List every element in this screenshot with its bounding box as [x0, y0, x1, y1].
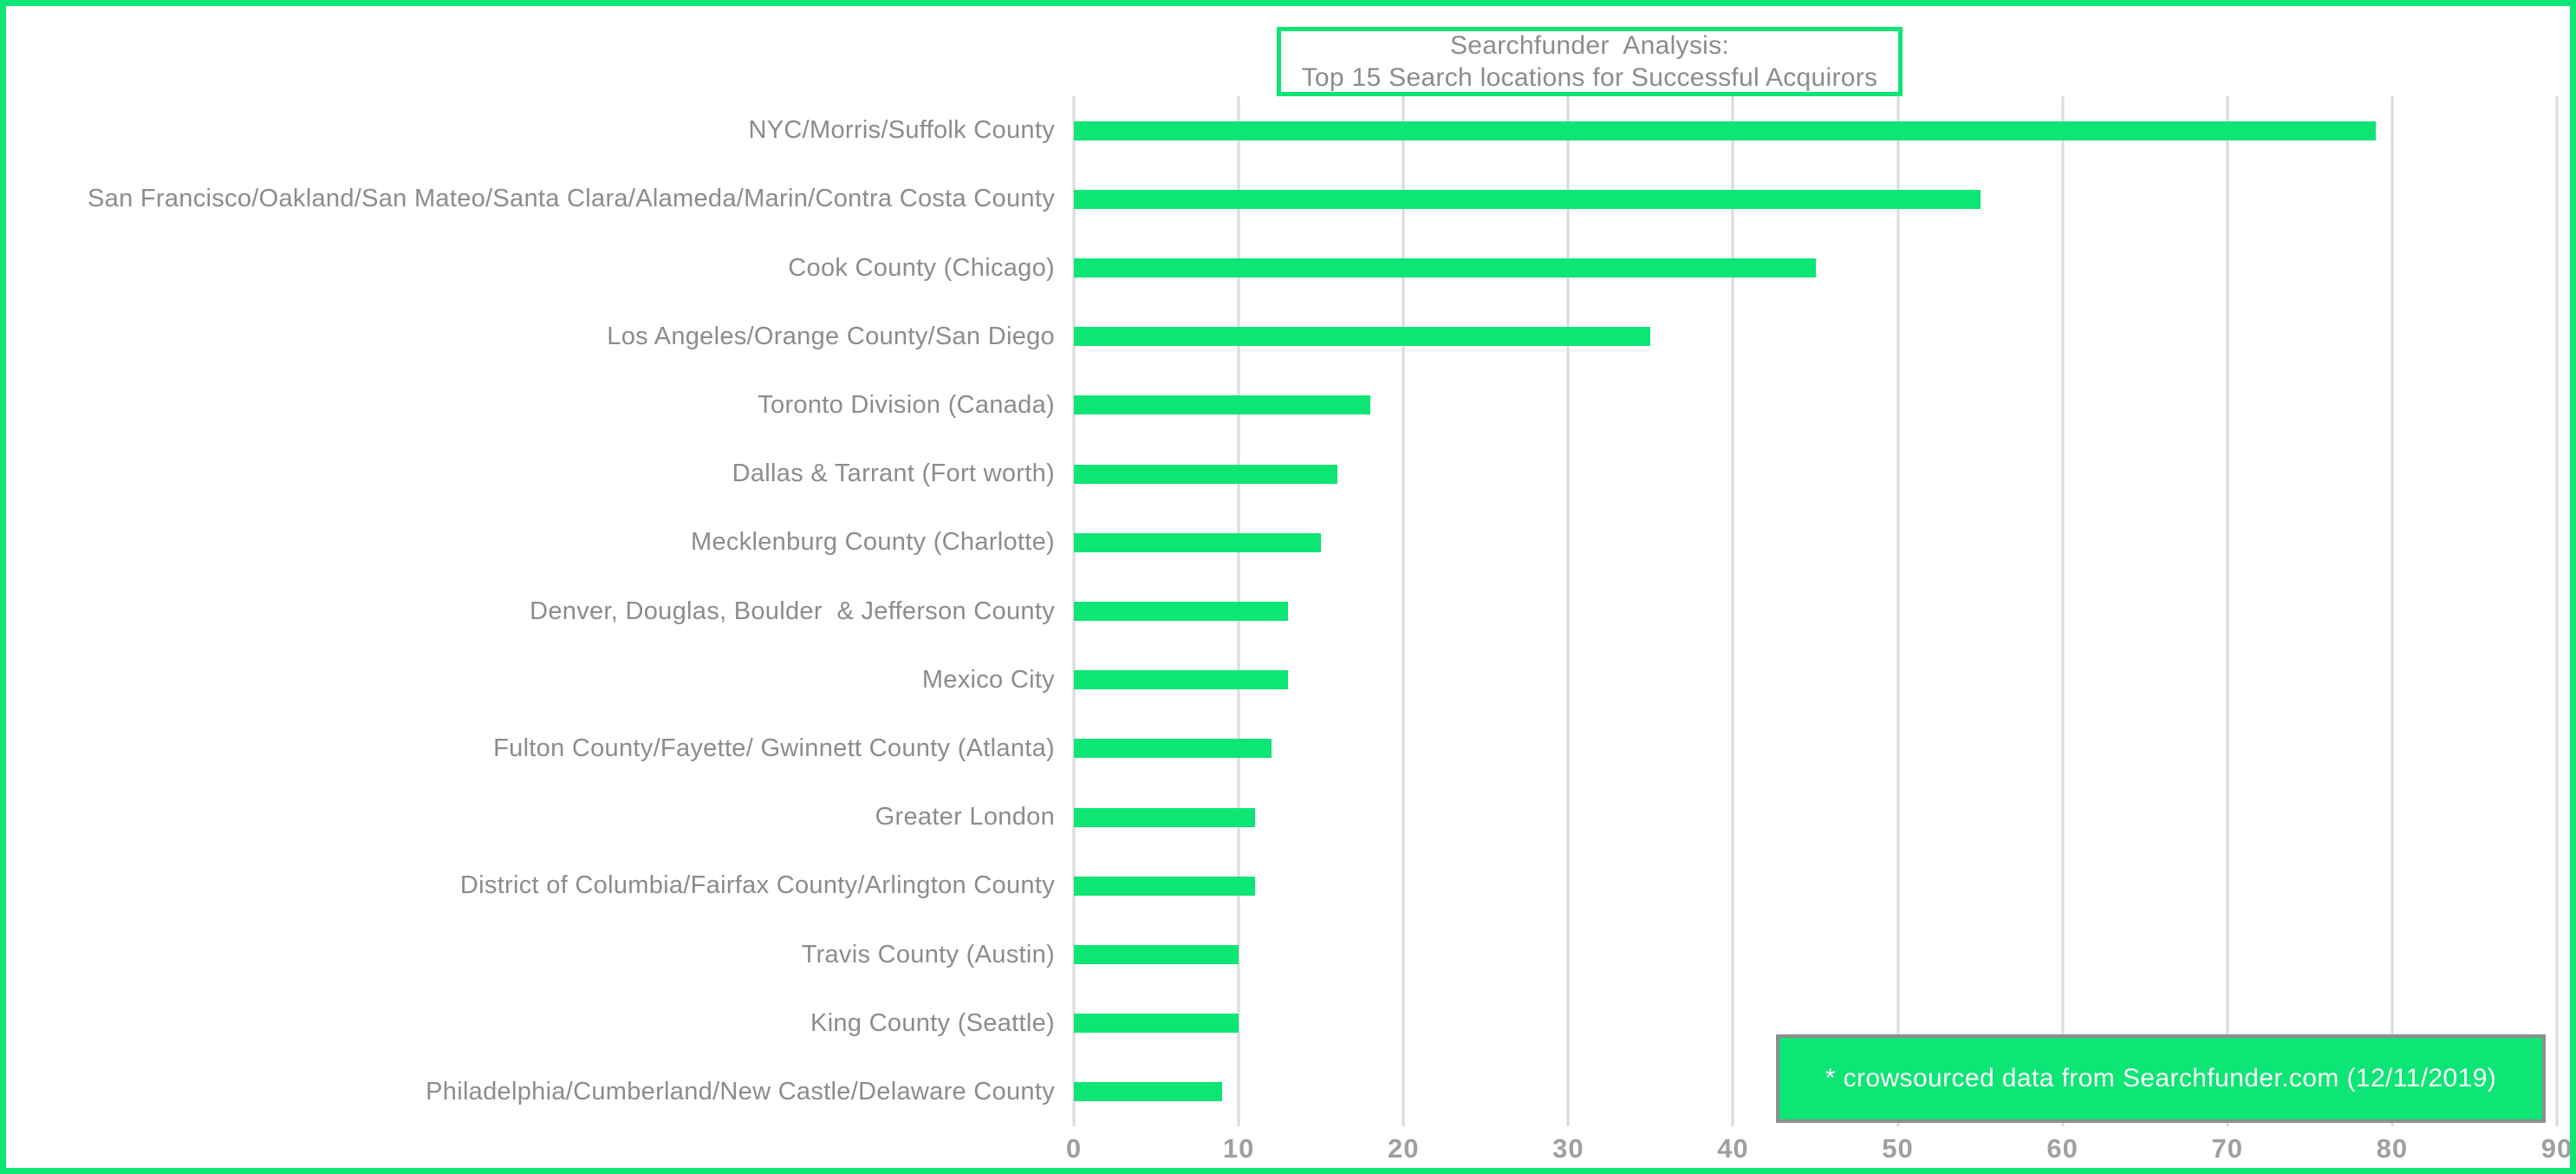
- x-axis-tick-label: 80: [2376, 1133, 2409, 1164]
- category-label: Philadelphia/Cumberland/New Castle/Delaw…: [426, 1077, 1055, 1106]
- bar: [1074, 945, 1239, 965]
- x-axis-tick-label: 30: [1552, 1133, 1584, 1164]
- x-axis-tick-label: 60: [2046, 1133, 2078, 1164]
- x-axis-tick-label: 40: [1717, 1133, 1749, 1164]
- category-label: Dallas & Tarrant (Fort worth): [732, 460, 1055, 488]
- x-axis-tick-label: 20: [1387, 1133, 1420, 1164]
- bar: [1074, 876, 1256, 896]
- bar: [1074, 327, 1651, 347]
- category-label: Denver, Douglas, Boulder & Jefferson Cou…: [530, 597, 1055, 625]
- source-note-box: * crowsourced data from Searchfunder.com…: [1776, 1034, 2546, 1123]
- bar-row: [1074, 508, 2557, 577]
- category-label: NYC/Morris/Suffolk County: [748, 116, 1055, 145]
- source-note-text: * crowsourced data from Searchfunder.com…: [1825, 1064, 2497, 1092]
- bar-row: [1074, 714, 2557, 783]
- bar-row: [1074, 646, 2557, 714]
- bar-row: [1074, 371, 2557, 440]
- gridline: [2391, 96, 2394, 1126]
- plot-area: [1072, 96, 2559, 1126]
- bar: [1074, 602, 1289, 622]
- bar-row: [1074, 165, 2557, 233]
- bar: [1074, 258, 1816, 277]
- bar: [1074, 739, 1272, 759]
- category-label: Mecklenburg County (Charlotte): [690, 528, 1055, 557]
- category-label: Fulton County/Fayette/ Gwinnett County (…: [493, 734, 1055, 762]
- category-label: Travis County (Austin): [801, 940, 1055, 969]
- category-label: Cook County (Chicago): [788, 253, 1055, 282]
- bar-row: [1074, 851, 2557, 920]
- category-labels: NYC/Morris/Suffolk County San Francisco/O…: [6, 96, 1055, 1126]
- bar-row: [1074, 233, 2557, 302]
- x-axis-tick-label: 70: [2211, 1133, 2244, 1164]
- bar-row: [1074, 96, 2557, 165]
- gridline: [1896, 96, 1900, 1126]
- chart-title-box: Searchfunder Analysis: Top 15 Search loc…: [1277, 27, 1903, 96]
- bar: [1074, 121, 2376, 140]
- bar-row: [1074, 1058, 2557, 1126]
- x-axis-tick-label: 10: [1222, 1133, 1255, 1164]
- gridline: [1731, 96, 1734, 1126]
- chart-title-line-1: Searchfunder Analysis:: [1449, 31, 1730, 60]
- bar: [1074, 395, 1371, 415]
- x-axis: 0 10 20 30 40 50 60 70 80 90: [1066, 1133, 2570, 1168]
- category-label: Toronto Division (Canada): [758, 390, 1055, 419]
- gridline: [1566, 96, 1570, 1126]
- bar: [1074, 807, 1256, 827]
- bar-row: [1074, 577, 2557, 645]
- x-axis-tick-label: 90: [2540, 1133, 2573, 1164]
- category-label: Mexico City: [921, 665, 1055, 694]
- category-label: San Francisco/Oakland/San Mateo/Santa Cl…: [88, 185, 1055, 213]
- bar: [1074, 464, 1338, 484]
- x-axis-tick-label: 0: [1065, 1133, 1083, 1164]
- gridline: [2555, 96, 2559, 1126]
- category-label: King County (Seattle): [810, 1008, 1055, 1037]
- category-label: Los Angeles/Orange County/San Diego: [607, 322, 1055, 350]
- bar-row: [1074, 920, 2557, 988]
- gridline: [2226, 96, 2229, 1126]
- bar-row: [1074, 303, 2557, 371]
- category-label: District of Columbia/Fairfax County/Arli…: [459, 871, 1055, 900]
- bar: [1074, 1082, 1223, 1102]
- bar: [1074, 1014, 1239, 1034]
- chart-title-line-2: Top 15 Search locations for Successful A…: [1301, 63, 1878, 92]
- bar: [1074, 532, 1322, 552]
- bar-row: [1074, 783, 2557, 851]
- bar-row: [1074, 440, 2557, 508]
- bar: [1074, 670, 1289, 690]
- bar: [1074, 189, 1981, 209]
- category-label: Greater London: [875, 803, 1055, 832]
- bar-row: [1074, 989, 2557, 1058]
- x-axis-tick-label: 50: [1882, 1133, 1914, 1164]
- gridline: [2061, 96, 2065, 1126]
- gridline: [1402, 96, 1405, 1126]
- bars: [1074, 96, 2557, 1126]
